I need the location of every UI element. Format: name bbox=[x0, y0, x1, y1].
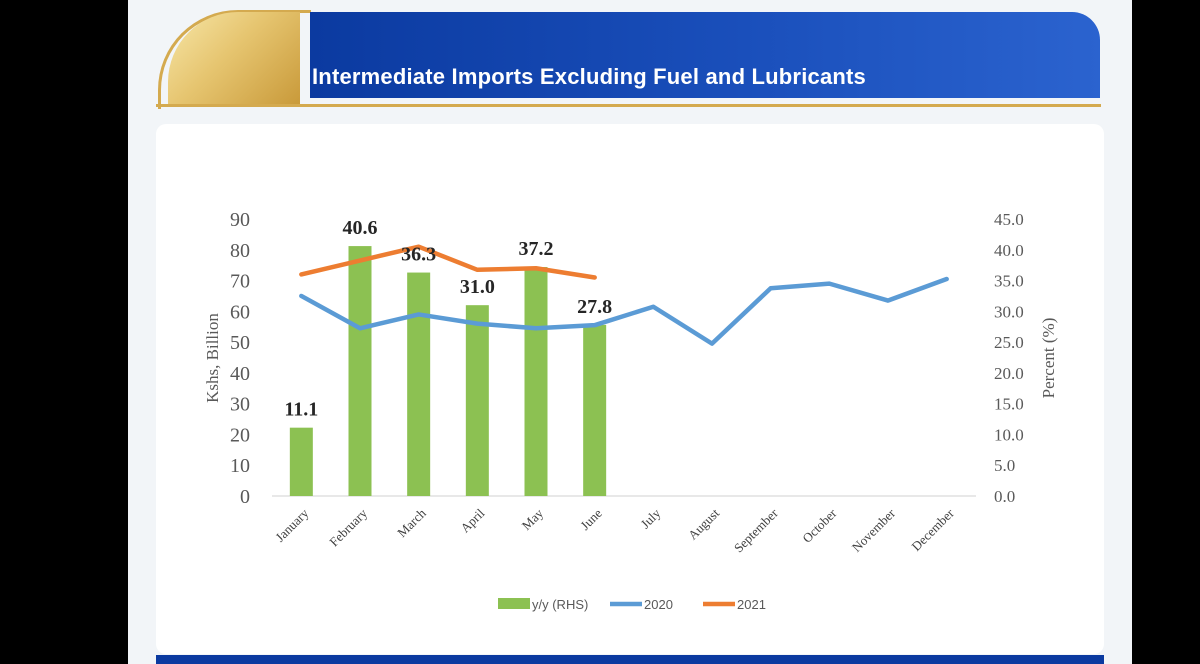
right-tick-label: 10.0 bbox=[994, 425, 1024, 444]
slide: Intermediate Imports Excluding Fuel and … bbox=[128, 0, 1132, 664]
bars-group bbox=[289, 246, 607, 496]
bar-data-label: 11.1 bbox=[284, 399, 318, 421]
data-labels-group: 11.1 40.6 36.3 31.0 37.2 27.8 bbox=[284, 217, 612, 421]
left-tick-label: 10 bbox=[230, 455, 250, 477]
bar-data-label: 31.0 bbox=[460, 276, 495, 298]
bar-yy bbox=[289, 427, 313, 496]
title-banner bbox=[310, 12, 1100, 98]
x-tick-label: June bbox=[577, 505, 605, 533]
left-tick-label: 40 bbox=[230, 363, 250, 385]
bar-yy bbox=[465, 305, 489, 496]
bar-yy bbox=[348, 246, 372, 496]
lines-group bbox=[299, 244, 949, 346]
left-tick-label: 0 bbox=[240, 486, 250, 508]
x-tick-label: May bbox=[519, 505, 547, 533]
bar-data-label: 37.2 bbox=[519, 238, 554, 260]
left-tick-label: 80 bbox=[230, 240, 250, 262]
left-tick-label: 90 bbox=[230, 209, 250, 231]
left-axis-title: Kshs, Billion bbox=[203, 313, 222, 403]
x-tick-label: October bbox=[799, 505, 840, 546]
x-tick-label: April bbox=[457, 505, 487, 535]
left-tick-label: 50 bbox=[230, 332, 250, 354]
line-2020 bbox=[299, 276, 949, 346]
right-tick-label: 0.0 bbox=[994, 487, 1015, 506]
right-tick-label: 35.0 bbox=[994, 272, 1024, 291]
bar-data-label: 36.3 bbox=[401, 244, 436, 266]
bar-data-label: 40.6 bbox=[343, 217, 378, 239]
left-tick-label: 70 bbox=[230, 271, 250, 293]
legend-group: y/y (RHS) 2020 2021 bbox=[498, 597, 766, 612]
x-tick-label: November bbox=[849, 505, 899, 555]
bar-yy bbox=[407, 272, 431, 496]
right-tick-label: 5.0 bbox=[994, 456, 1015, 475]
right-tick-label: 20.0 bbox=[994, 364, 1024, 383]
x-tick-label: July bbox=[638, 505, 664, 531]
x-tick-label: September bbox=[731, 505, 781, 555]
right-tick-label: 40.0 bbox=[994, 241, 1024, 260]
legend-label: y/y (RHS) bbox=[532, 597, 588, 612]
legend-label: 2021 bbox=[737, 597, 766, 612]
right-tick-label: 30.0 bbox=[994, 302, 1024, 321]
chart-panel bbox=[156, 124, 1104, 654]
right-tick-label: 45.0 bbox=[994, 210, 1024, 229]
right-tick-label: 15.0 bbox=[994, 395, 1024, 414]
slide-title: Intermediate Imports Excluding Fuel and … bbox=[312, 64, 866, 89]
x-tick-label: August bbox=[685, 505, 722, 542]
line-2021 bbox=[299, 244, 597, 280]
bar-data-label: 27.8 bbox=[577, 296, 612, 318]
right-tick-label: 25.0 bbox=[994, 333, 1024, 352]
legend-swatch-bar bbox=[498, 598, 530, 609]
x-tick-label: March bbox=[394, 505, 429, 540]
left-tick-label: 30 bbox=[230, 394, 250, 416]
axes-group: 0 10 20 30 40 50 60 70 80 90 0.0 5.0 10.0 15.0 20.0 25.… bbox=[203, 209, 1058, 555]
x-tick-label: January bbox=[272, 505, 312, 545]
legend-label: 2020 bbox=[644, 597, 673, 612]
gold-underline bbox=[156, 104, 1101, 107]
left-tick-label: 60 bbox=[230, 301, 250, 323]
left-tick-label: 20 bbox=[230, 424, 250, 446]
right-axis-title: Percent (%) bbox=[1039, 318, 1058, 399]
bar-yy bbox=[524, 267, 548, 496]
x-tick-label: February bbox=[326, 505, 370, 549]
bar-yy bbox=[583, 324, 607, 496]
x-tick-label: December bbox=[908, 505, 957, 554]
bottom-bar bbox=[156, 655, 1104, 664]
